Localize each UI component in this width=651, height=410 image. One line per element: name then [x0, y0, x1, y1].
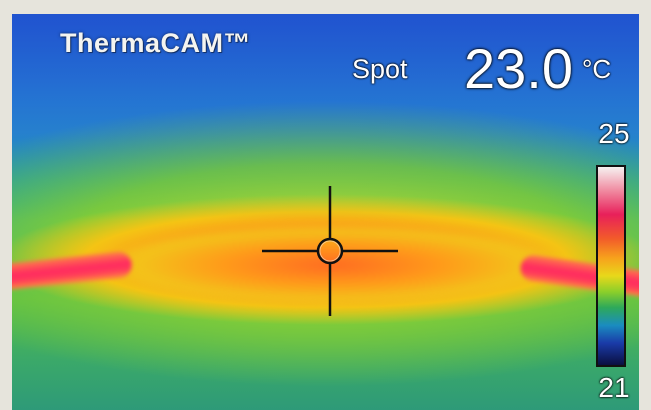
- thermal-image-viewport: [12, 14, 639, 410]
- spot-temperature-unit: °C: [582, 54, 612, 84]
- temperature-color-scale: [596, 165, 626, 367]
- spot-temperature-value: 23.0: [464, 37, 573, 100]
- scale-min-label: 21: [598, 372, 630, 403]
- brand-label: ThermaCAM™: [60, 28, 252, 58]
- spot-label: Spot: [352, 54, 408, 84]
- scale-max-label: 25: [598, 118, 630, 149]
- crosshair-icon[interactable]: [262, 186, 398, 316]
- hot-band-left: [12, 250, 133, 292]
